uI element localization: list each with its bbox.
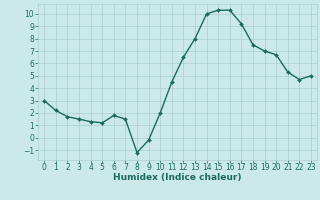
X-axis label: Humidex (Indice chaleur): Humidex (Indice chaleur) bbox=[113, 173, 242, 182]
